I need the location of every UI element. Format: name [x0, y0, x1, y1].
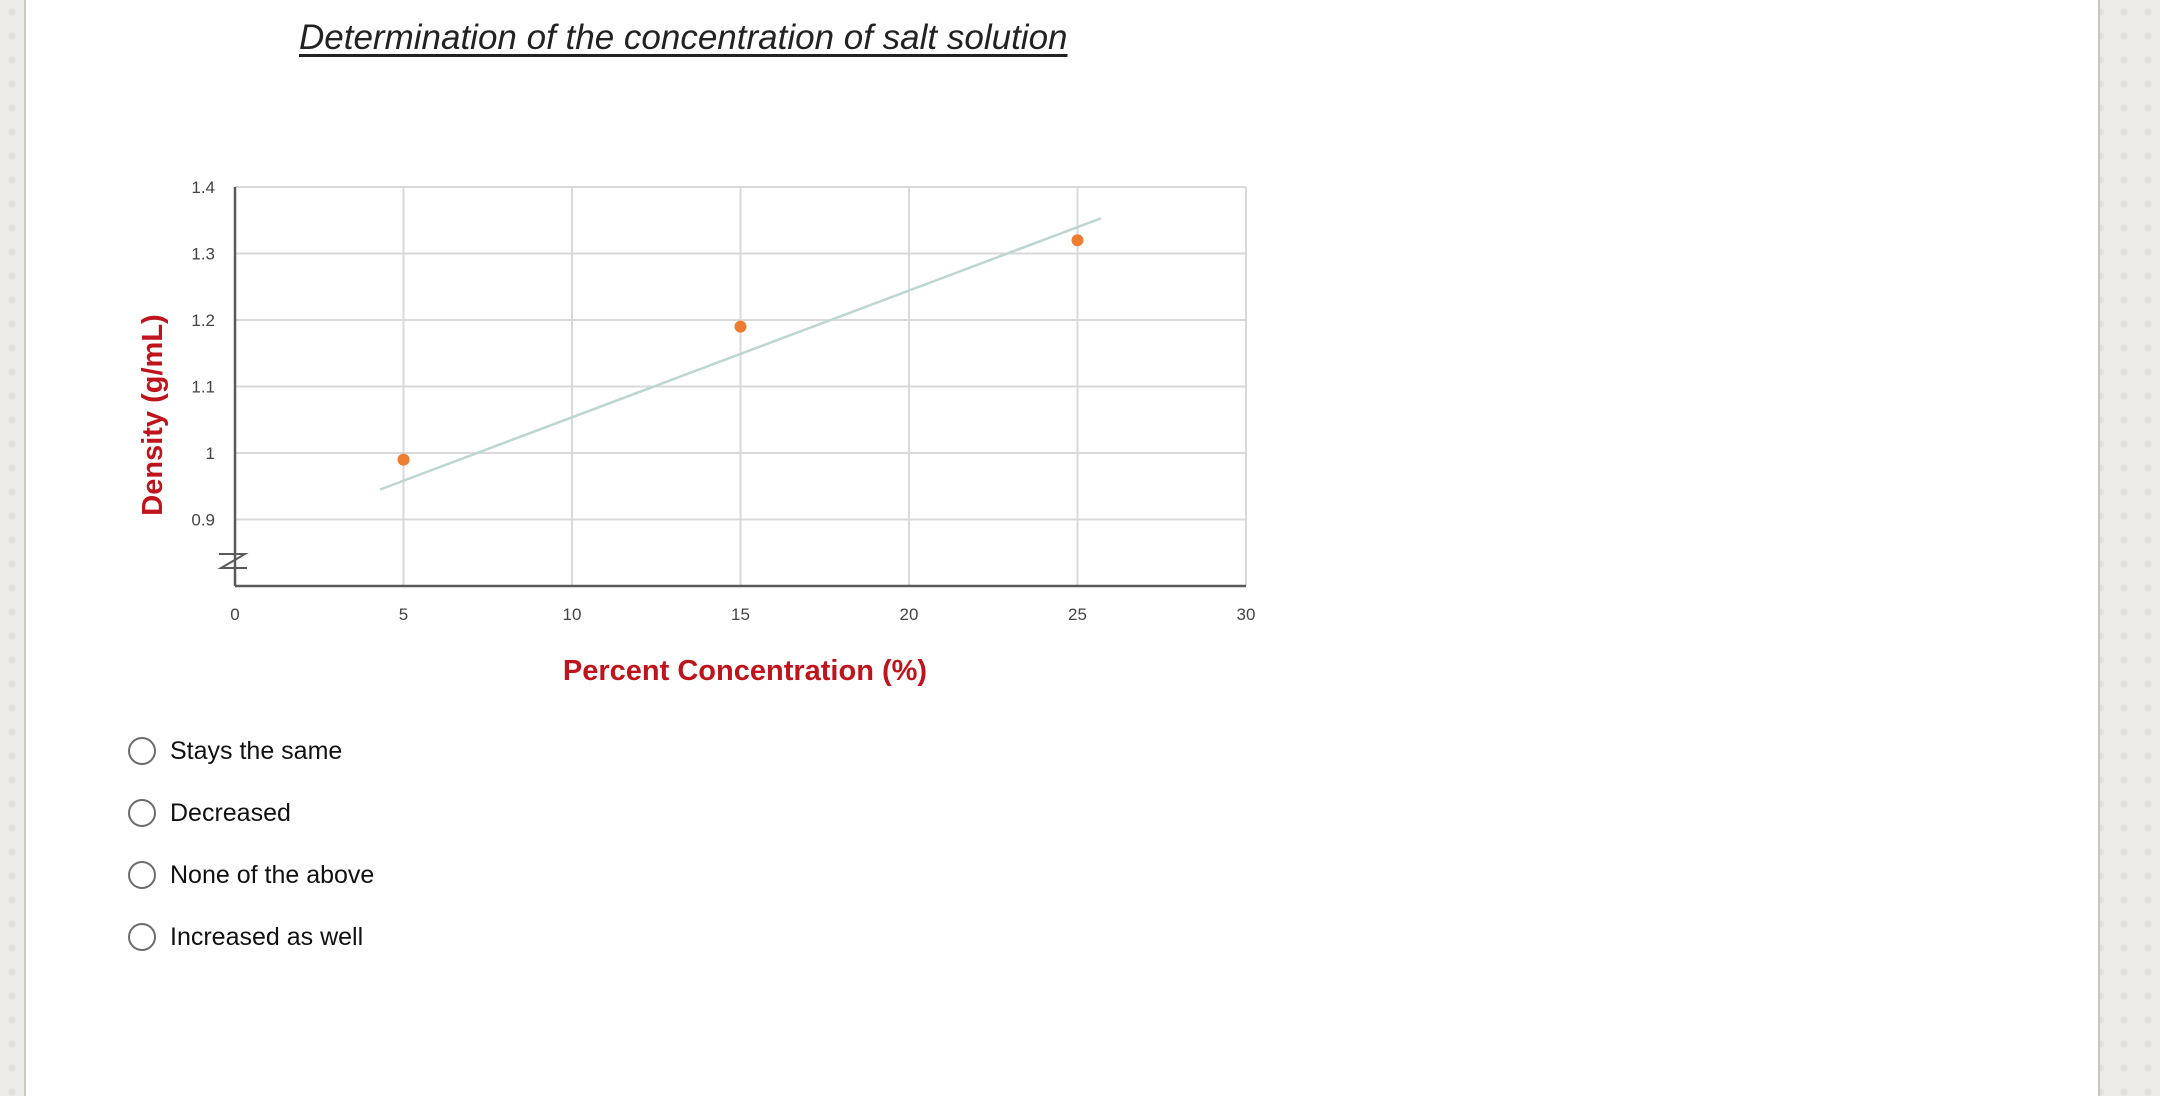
x-tick-label: 30 — [1237, 605, 1256, 624]
option-label: Increased as well — [170, 922, 364, 951]
x-tick-label: 15 — [731, 605, 750, 624]
y-tick-label: 1 — [206, 444, 215, 463]
y-tick-label: 1.1 — [191, 378, 215, 397]
x-tick-label: 10 — [563, 605, 582, 624]
x-tick-label: 20 — [900, 605, 919, 624]
data-point — [734, 320, 747, 333]
option-label: Decreased — [170, 798, 291, 827]
radio-button[interactable] — [128, 861, 156, 889]
option-increased-as-well[interactable]: Increased as well — [128, 906, 374, 968]
x-tick-label: 0 — [230, 605, 239, 624]
option-none-of-the-above[interactable]: None of the above — [128, 844, 374, 906]
axis-break-icon — [217, 553, 249, 569]
x-tick-label: 25 — [1068, 605, 1087, 624]
radio-button[interactable] — [128, 737, 156, 765]
y-tick-label: 0.9 — [191, 511, 215, 530]
radio-button[interactable] — [128, 799, 156, 827]
y-tick-label: 1.2 — [191, 311, 215, 330]
data-point — [1071, 234, 1084, 247]
page-card — [24, 0, 2100, 1096]
y-tick-label: 1.4 — [191, 178, 215, 197]
trendline — [379, 217, 1102, 491]
data-point — [397, 453, 410, 466]
x-axis-title: Percent Concentration (%) — [563, 655, 927, 687]
option-decreased[interactable]: Decreased — [128, 782, 374, 844]
x-tick-label: 5 — [399, 605, 408, 624]
y-tick-label: 1.3 — [191, 245, 215, 264]
option-label: Stays the same — [170, 736, 343, 765]
option-stays-the-same[interactable]: Stays the same — [128, 720, 374, 782]
option-label: None of the above — [170, 860, 375, 889]
chart-title: Determination of the concentration of sa… — [299, 18, 1068, 57]
y-axis-title: Density (g/mL) — [137, 314, 169, 515]
answer-options: Stays the same Decreased None of the abo… — [128, 720, 374, 968]
radio-button[interactable] — [128, 923, 156, 951]
